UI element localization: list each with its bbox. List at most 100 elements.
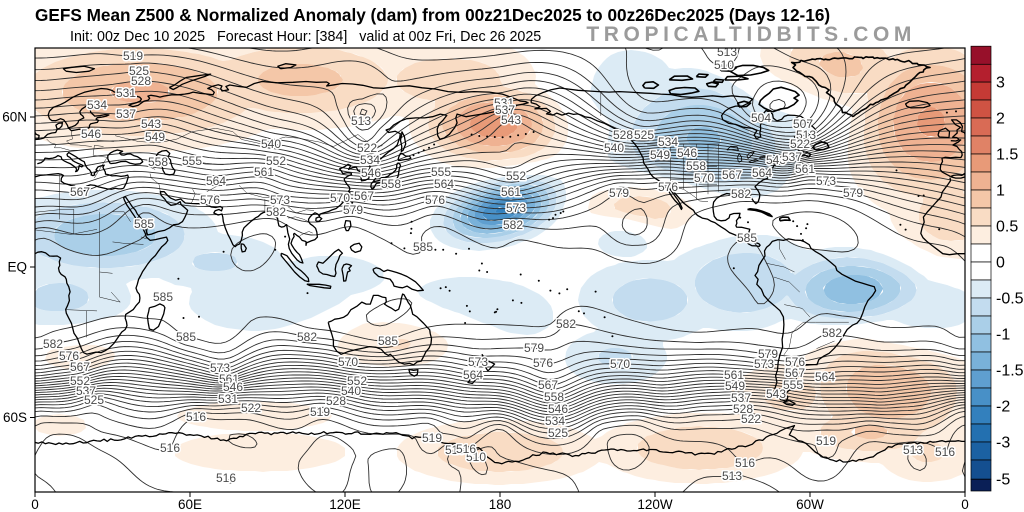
svg-text:564: 564 xyxy=(206,174,226,188)
svg-text:3: 3 xyxy=(996,75,1005,92)
svg-text:579: 579 xyxy=(343,203,363,217)
svg-text:573: 573 xyxy=(754,357,774,371)
svg-text:60E: 60E xyxy=(178,497,202,512)
svg-text:564: 564 xyxy=(434,177,454,191)
svg-text:582: 582 xyxy=(822,326,842,340)
svg-text:-5: -5 xyxy=(996,472,1010,489)
svg-text:522: 522 xyxy=(357,141,377,155)
svg-text:516: 516 xyxy=(456,442,476,456)
svg-text:540: 540 xyxy=(341,384,361,398)
svg-text:528: 528 xyxy=(613,128,633,142)
svg-text:513: 513 xyxy=(351,114,371,128)
svg-text:555: 555 xyxy=(431,165,451,179)
svg-text:582: 582 xyxy=(503,218,523,232)
svg-text:576: 576 xyxy=(533,356,553,370)
svg-text:1: 1 xyxy=(996,183,1005,200)
svg-text:GEFS Mean Z500 & Normalized An: GEFS Mean Z500 & Normalized Anomaly (dam… xyxy=(35,5,830,25)
svg-text:510: 510 xyxy=(466,450,486,464)
svg-text:573: 573 xyxy=(816,174,836,188)
svg-text:570: 570 xyxy=(330,191,350,205)
svg-text:567: 567 xyxy=(70,360,90,374)
svg-text:555: 555 xyxy=(182,154,202,168)
svg-text:531: 531 xyxy=(218,392,238,406)
svg-text:516: 516 xyxy=(160,441,180,455)
svg-text:573: 573 xyxy=(210,361,230,375)
svg-text:1.5: 1.5 xyxy=(996,147,1018,164)
svg-text:567: 567 xyxy=(354,189,374,203)
svg-text:552: 552 xyxy=(347,374,367,388)
svg-text:513: 513 xyxy=(903,443,923,457)
svg-text:552: 552 xyxy=(70,374,90,388)
svg-text:513: 513 xyxy=(717,45,737,59)
svg-text:561: 561 xyxy=(254,165,274,179)
svg-text:522: 522 xyxy=(241,401,261,415)
svg-text:546: 546 xyxy=(223,380,243,394)
svg-text:582: 582 xyxy=(266,205,286,219)
svg-text:564: 564 xyxy=(463,368,483,382)
svg-text:558: 558 xyxy=(148,155,168,169)
svg-text:534: 534 xyxy=(658,135,678,149)
svg-text:0: 0 xyxy=(996,255,1005,272)
svg-text:546: 546 xyxy=(677,146,697,160)
svg-text:534: 534 xyxy=(360,153,380,167)
svg-text:537: 537 xyxy=(782,150,802,164)
svg-text:579: 579 xyxy=(843,186,863,200)
svg-text:570: 570 xyxy=(694,171,714,185)
svg-text:522: 522 xyxy=(741,412,761,426)
svg-text:585: 585 xyxy=(153,290,173,304)
svg-text:564: 564 xyxy=(815,370,835,384)
svg-text:579: 579 xyxy=(758,347,778,361)
svg-text:561: 561 xyxy=(219,372,239,386)
svg-text:519: 519 xyxy=(422,431,442,445)
svg-text:567: 567 xyxy=(785,366,805,380)
svg-text:564: 564 xyxy=(752,166,772,180)
svg-text:576: 576 xyxy=(658,180,678,194)
svg-text:576: 576 xyxy=(59,349,79,363)
svg-text:2: 2 xyxy=(996,111,1005,128)
svg-text:60S: 60S xyxy=(3,410,27,425)
svg-text:585: 585 xyxy=(378,334,398,348)
svg-text:570: 570 xyxy=(338,355,358,369)
svg-text:516: 516 xyxy=(735,456,755,470)
svg-text:531: 531 xyxy=(116,86,136,100)
svg-text:525: 525 xyxy=(84,393,104,407)
svg-text:516: 516 xyxy=(186,410,206,424)
svg-text:504: 504 xyxy=(751,111,771,125)
svg-text:549: 549 xyxy=(725,379,745,393)
svg-text:543: 543 xyxy=(141,117,161,131)
svg-text:537: 537 xyxy=(731,391,751,405)
svg-text:576: 576 xyxy=(425,193,445,207)
svg-text:576: 576 xyxy=(785,355,805,369)
svg-text:549: 549 xyxy=(145,130,165,144)
svg-text:-2: -2 xyxy=(996,399,1010,416)
svg-text:537: 537 xyxy=(76,384,96,398)
svg-text:516: 516 xyxy=(216,471,236,485)
svg-text:528: 528 xyxy=(131,74,151,88)
svg-text:-1: -1 xyxy=(996,327,1010,344)
svg-text:546: 546 xyxy=(81,127,101,141)
svg-text:558: 558 xyxy=(686,159,706,173)
svg-text:-0.5: -0.5 xyxy=(996,291,1024,308)
svg-text:570: 570 xyxy=(610,357,630,371)
svg-text:549: 549 xyxy=(650,148,670,162)
svg-text:537: 537 xyxy=(495,103,515,117)
svg-text:543: 543 xyxy=(766,387,786,401)
svg-text:507: 507 xyxy=(793,117,813,131)
svg-text:558: 558 xyxy=(381,177,401,191)
svg-text:EQ: EQ xyxy=(7,260,27,275)
svg-text:552: 552 xyxy=(266,154,286,168)
svg-text:525: 525 xyxy=(548,426,568,440)
svg-text:585: 585 xyxy=(176,330,196,344)
svg-text:567: 567 xyxy=(722,168,742,182)
svg-text:-1.5: -1.5 xyxy=(996,363,1024,380)
svg-text:Init: 00z Dec 10 2025 Foreca: Init: 00z Dec 10 2025 Forecast Hour: [38… xyxy=(70,29,541,45)
svg-text:516: 516 xyxy=(935,445,955,459)
svg-text:525: 525 xyxy=(129,64,149,78)
svg-text:567: 567 xyxy=(538,378,558,392)
svg-text:579: 579 xyxy=(524,341,544,355)
svg-text:552: 552 xyxy=(506,169,526,183)
svg-text:561: 561 xyxy=(501,185,521,199)
svg-text:513: 513 xyxy=(796,128,816,142)
svg-text:540: 540 xyxy=(604,141,624,155)
svg-text:561: 561 xyxy=(724,368,744,382)
